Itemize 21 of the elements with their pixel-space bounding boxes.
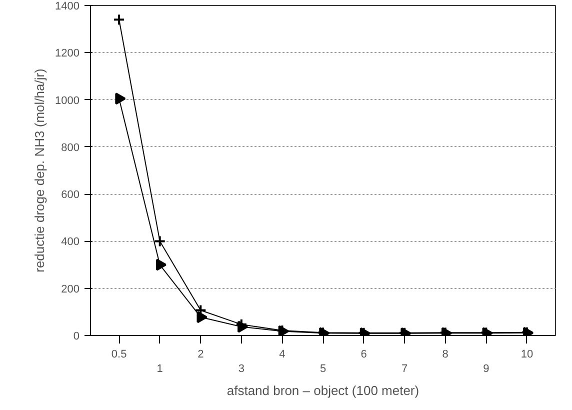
x-tick-label: 2 <box>198 348 204 360</box>
y-tick-label: 400 <box>61 236 80 248</box>
y-tick-label: 200 <box>61 283 80 296</box>
x-tick-label: 4 <box>279 348 286 360</box>
x-tick-label: 0.5 <box>111 348 127 360</box>
y-tick-label: 1200 <box>55 48 80 60</box>
y-tick-label: 800 <box>61 142 80 154</box>
x-tick-label: 9 <box>483 362 490 375</box>
x-tick-label: 5 <box>320 362 326 375</box>
x-tick-label: 3 <box>238 362 244 375</box>
x-tick-label: 1 <box>156 362 163 375</box>
y-tick-label: 600 <box>61 189 80 202</box>
x-tick-label: 10 <box>520 348 534 360</box>
x-axis-title: afstand bron – object (100 meter) <box>226 382 420 398</box>
y-tick-label: 0 <box>73 330 80 342</box>
y-axis-title: reductie droge dep. NH3 (mol/ha/jr) <box>32 68 48 272</box>
x-tick-label: 7 <box>402 362 408 375</box>
y-tick-label: 1000 <box>55 94 80 107</box>
x-tick-label: 8 <box>442 348 448 360</box>
x-tick-label: 6 <box>360 348 367 360</box>
y-tick-label: 1400 <box>55 0 80 12</box>
